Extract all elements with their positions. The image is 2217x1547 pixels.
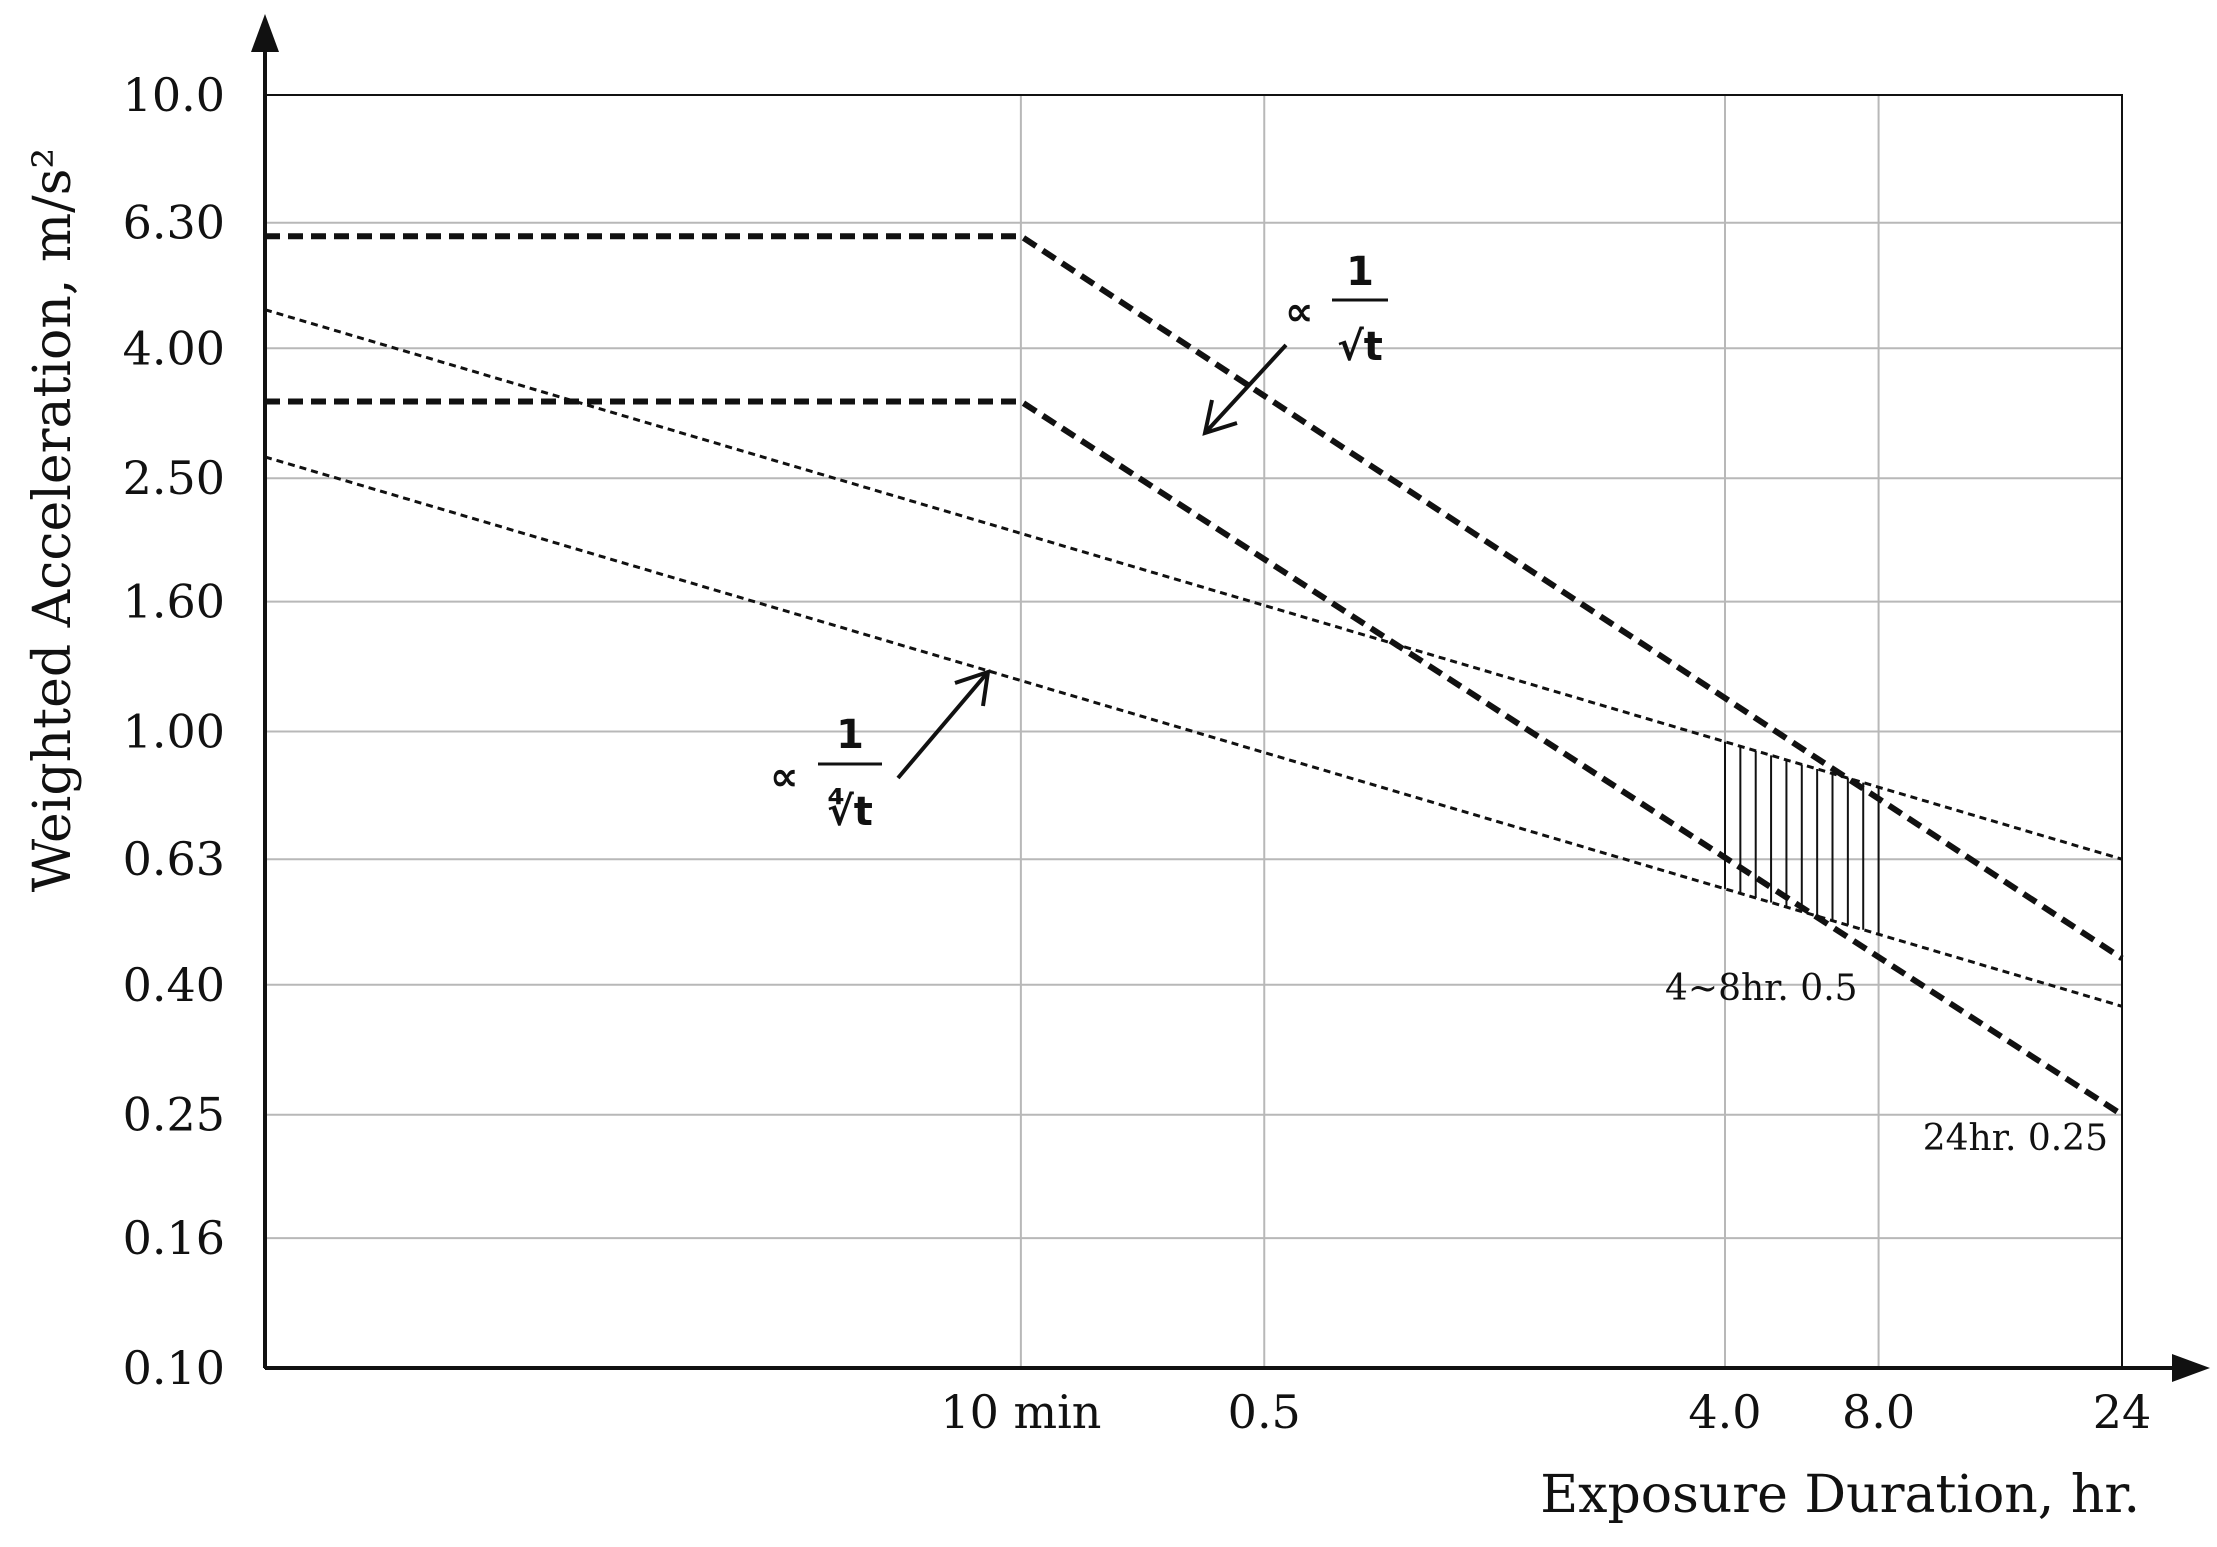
tick-labels: 10.0 6.30 4.00 2.50 1.60 1.00 0.63 0.40 0.25 0.16… <box>123 68 2152 1439</box>
y-axis-arrowhead <box>251 14 279 52</box>
x-axis-arrowhead <box>2172 1354 2210 1382</box>
annotation-24hr: 24hr. 0.25 <box>1923 1118 2108 1159</box>
y-tick-label-10: 0.10 <box>123 1341 225 1395</box>
annotation-sqrt-prefix: ∝ <box>1285 289 1313 335</box>
annotation-fourth-root-prefix: ∝ <box>770 754 798 800</box>
series-line-2 <box>264 308 2123 861</box>
x-axis-title: Exposure Duration, hr. <box>1540 1465 2140 1525</box>
y-tick-label-5: 1.00 <box>123 705 225 759</box>
y-tick-label-7: 0.40 <box>123 958 225 1012</box>
annotation-fourth-root: ∝ 1 ∜t <box>770 669 991 835</box>
y-tick-label-6: 0.63 <box>123 832 225 886</box>
annotation-fourth-root-arrowhead <box>954 669 991 707</box>
annotation-fourth-root-numerator: 1 <box>836 712 864 758</box>
x-tick-label-1: 0.5 <box>1228 1385 1301 1439</box>
x-tick-label-4: 24 <box>2093 1385 2152 1439</box>
series-group <box>264 233 2124 1118</box>
y-tick-label-8: 0.25 <box>123 1088 225 1142</box>
hatched-region-label: 4~8hr. 0.5 <box>1665 968 1858 1009</box>
annotation-sqrt-denominator: √t <box>1337 324 1383 370</box>
annotation-sqrt-arrow <box>1203 343 1288 435</box>
axes <box>251 14 2210 1382</box>
y-axis-title: Weighted Acceleration, m/s² <box>23 148 83 892</box>
x-tick-label-0: 10 min <box>940 1385 1101 1439</box>
y-tick-label-4: 1.60 <box>123 575 225 629</box>
x-tick-label-3: 8.0 <box>1842 1385 1915 1439</box>
annotation-fourth-root-arrow <box>896 670 990 780</box>
hatched-region <box>1723 741 1880 935</box>
series-line-3 <box>264 455 2123 1008</box>
x-tick-label-2: 4.0 <box>1688 1385 1761 1439</box>
y-tick-label-9: 0.16 <box>123 1211 225 1265</box>
annotation-sqrt-arrowhead <box>1202 399 1238 436</box>
annotation-fourth-root-denominator: ∜t <box>827 787 873 835</box>
y-tick-label-0: 10.0 <box>123 68 225 122</box>
y-tick-label-2: 4.00 <box>123 321 225 375</box>
series-line-0 <box>265 233 2124 961</box>
annotation-sqrt: ∝ 1 √t <box>1202 249 1388 436</box>
annotation-sqrt-numerator: 1 <box>1346 249 1374 295</box>
y-tick-label-3: 2.50 <box>123 451 225 505</box>
y-tick-label-1: 6.30 <box>123 196 225 250</box>
grid <box>265 94 2123 1369</box>
